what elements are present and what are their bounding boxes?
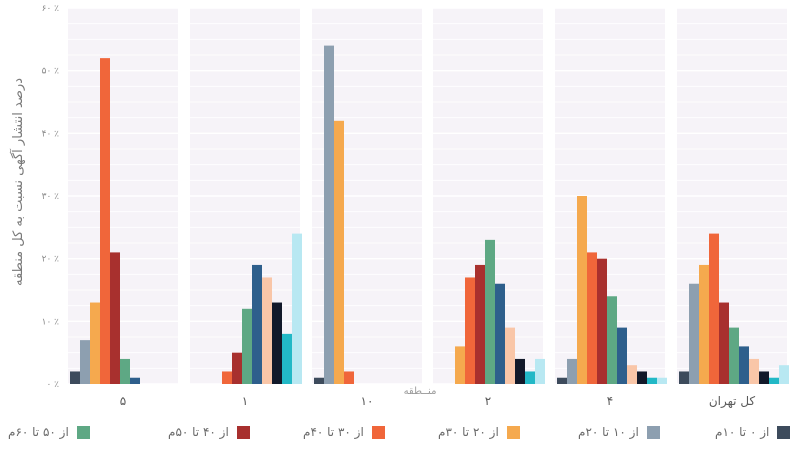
bar: [232, 352, 242, 384]
bar: [344, 371, 354, 384]
bar: [70, 371, 80, 384]
bar: [557, 377, 567, 384]
y-tick-label: ۱۰ ٪: [42, 317, 60, 327]
bar: [597, 258, 607, 384]
legend-item: از ۴۰ تا ۵۰م: [168, 422, 250, 442]
x-tick-label: ۵: [120, 394, 126, 408]
bar: [100, 58, 110, 385]
legend-swatch: [76, 425, 90, 439]
bar: [699, 264, 709, 384]
x-tick-label: ۱۰: [361, 394, 374, 408]
y-tick-label: ۴۰ ٪: [42, 129, 60, 139]
x-tick-label: ۱: [242, 394, 248, 408]
bar: [739, 346, 749, 384]
legend-item: از ۱۰ تا ۲۰م: [578, 422, 660, 442]
facet-panels: [68, 7, 787, 385]
bar: [607, 296, 617, 384]
bar: [324, 45, 334, 384]
bar: [90, 302, 100, 384]
bar: [637, 371, 647, 384]
bar: [262, 277, 272, 384]
bar: [130, 377, 140, 384]
x-tick-label: ۲: [485, 394, 491, 408]
bar: [657, 377, 667, 384]
bar: [719, 302, 729, 384]
y-axis-label: درصد انتشار آگهی نسبت به کل منطقه: [9, 78, 26, 286]
bar: [485, 239, 495, 384]
x-axis: ۵ ۱ ۱۰ ۲ ۴ کل تهران: [120, 394, 756, 409]
legend-item: از ۲۰ تا ۳۰م: [438, 422, 520, 442]
bar: [292, 233, 302, 384]
bar: [272, 302, 282, 384]
legend-label: از ۵۰ تا ۶۰م: [8, 425, 69, 439]
bar: [535, 358, 545, 384]
bar: [314, 377, 324, 384]
bar: [759, 371, 769, 384]
bar: [252, 264, 262, 384]
legend-swatch: [371, 425, 385, 439]
legend-label: از ۰ تا ۱۰م: [715, 425, 770, 439]
y-tick-label: ۵۰ ٪: [42, 67, 60, 77]
legend-swatch: [777, 425, 791, 439]
x-tick-label: ۴: [607, 394, 613, 408]
bar: [617, 327, 627, 384]
legend-label: از ۴۰ تا ۵۰م: [168, 425, 229, 439]
bar: [525, 371, 535, 384]
x-axis-label: منــطقه: [404, 386, 437, 397]
bar: [779, 365, 789, 384]
y-tick-label: ۳۰ ٪: [42, 192, 60, 202]
bar: [709, 233, 719, 384]
bar: [515, 358, 525, 384]
bar: [749, 358, 759, 384]
legend-item: از ۰ تا ۱۰م: [715, 422, 791, 442]
bar: [567, 358, 577, 384]
bar: [689, 283, 699, 384]
y-axis: ۰ ٪ ۱۰ ٪ ۲۰ ٪ ۳۰ ٪ ۴۰ ٪ ۵۰ ٪ ۶۰ ٪: [42, 4, 60, 390]
bar: [495, 283, 505, 384]
bars: [70, 45, 789, 385]
legend-label: از ۲۰ تا ۳۰م: [438, 425, 499, 439]
bar: [455, 346, 465, 384]
legend-swatch: [236, 425, 250, 439]
legend-item: از ۳۰ تا ۴۰م: [303, 422, 385, 442]
bar: [110, 252, 120, 384]
y-tick-label: ۲۰ ٪: [42, 255, 60, 265]
bar: [80, 340, 90, 384]
y-tick-label: ۶۰ ٪: [42, 4, 60, 14]
bar: [242, 308, 252, 384]
legend-item: از ۵۰ تا ۶۰م: [8, 422, 90, 442]
bar: [282, 333, 292, 384]
x-tick-label: کل تهران: [709, 394, 756, 409]
bar: [465, 277, 475, 384]
y-tick-label: ۰ ٪: [46, 380, 59, 390]
legend: از ۰ تا ۱۰م از ۱۰ تا ۲۰م از ۲۰ تا ۳۰م از ۳۰…: [0, 422, 800, 444]
legend-swatch: [506, 425, 520, 439]
bar: [475, 264, 485, 384]
bar: [120, 358, 130, 384]
bar: [627, 365, 637, 384]
legend-label: از ۱۰ تا ۲۰م: [578, 425, 639, 439]
legend-label: از ۳۰ تا ۴۰م: [303, 425, 364, 439]
bar: [577, 196, 587, 384]
bar: [769, 377, 779, 384]
bar: [647, 377, 657, 384]
legend-swatch: [646, 425, 660, 439]
bar: [679, 371, 689, 384]
bar: [222, 371, 232, 384]
bar: [587, 252, 597, 384]
bar: [505, 327, 515, 384]
bar: [729, 327, 739, 384]
bar: [334, 120, 344, 385]
